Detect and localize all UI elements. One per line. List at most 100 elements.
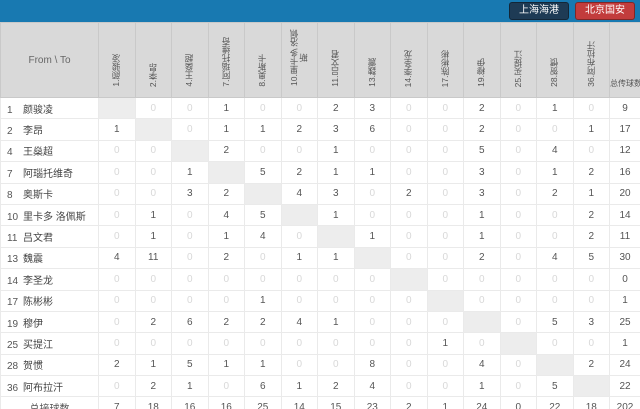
pass-count-cell: 1: [317, 139, 355, 163]
pass-count-cell: 0: [572, 332, 610, 355]
pass-count-cell: 8: [353, 353, 391, 377]
column-header-label: 19.穆伊: [476, 58, 486, 87]
pass-count-cell: 0: [536, 225, 574, 248]
pass-count-cell: 0: [426, 246, 464, 270]
pass-count-cell: 0: [171, 225, 209, 248]
pass-count-cell: 4: [98, 246, 136, 270]
pass-count-cell: 0: [353, 332, 391, 355]
column-total-cell: 16: [207, 396, 245, 409]
pass-count-cell: 0: [98, 289, 136, 312]
pass-count-cell: 1: [98, 118, 136, 141]
row-label: 4 王燊超: [0, 139, 99, 163]
pass-count-cell: 0: [390, 139, 428, 163]
pass-count-cell: 1: [463, 375, 501, 398]
pass-count-cell: 0: [536, 118, 574, 141]
row-label-number: 36: [7, 382, 19, 394]
pass-count-cell: 1: [572, 182, 610, 205]
pass-count-cell: 0: [317, 332, 355, 355]
pass-count-cell: 1: [572, 118, 610, 141]
pass-count-cell: 0: [572, 268, 610, 291]
pass-count-cell: 5: [536, 310, 574, 334]
pass-count-cell: 4: [207, 203, 245, 227]
column-total-cell: 22: [536, 396, 574, 409]
pass-count-cell: 0: [171, 268, 209, 291]
pass-count-cell: 1: [317, 310, 355, 334]
pass-count-cell: 0: [280, 332, 318, 355]
column-total-cell: 23: [353, 396, 391, 409]
table-row: 17 陈彬彬 0 0 0 0 1 0 0 0 0 0 0 0 0 1: [0, 289, 640, 312]
pass-count-cell: 2: [207, 182, 245, 205]
team-button-beijing-guoan[interactable]: 北京国安: [575, 2, 635, 20]
column-header: 2.李昂: [134, 22, 172, 98]
table-row: 2 李昂 1 0 1 1 2 3 6 0 0 2 0 0 1 17: [0, 118, 640, 141]
pass-count-cell: 0: [390, 96, 428, 120]
pass-count-cell: 0: [353, 289, 391, 312]
pass-count-cell: 1: [207, 118, 245, 141]
column-header: 4.王燊超: [171, 22, 209, 98]
table-row: 4 王燊超 0 0 2 0 0 1 0 0 0 5 0 4 0 12: [0, 139, 640, 163]
column-header-label: 2.李昂: [147, 62, 158, 87]
table-row: 28 贺惯 2 1 5 1 1 0 0 8 0 0 4 0 2 24: [0, 353, 640, 377]
pass-count-cell: 6: [244, 375, 282, 398]
pass-count-cell: 0: [463, 332, 501, 355]
row-label: 13 魏震: [0, 246, 99, 270]
pass-count-cell: 0: [499, 182, 537, 205]
pass-count-cell: 2: [317, 375, 355, 398]
pass-count-cell: 0: [134, 332, 172, 355]
column-header: 17.陈彬彬: [426, 22, 464, 98]
column-total-cell: 7: [98, 396, 136, 409]
pass-count-cell: 0: [98, 182, 136, 205]
row-label-number: 14: [7, 275, 19, 287]
row-label: 14 李圣龙: [0, 268, 99, 291]
pass-count-cell: 0: [98, 375, 136, 398]
row-total-cell: 14: [609, 203, 640, 227]
column-header: 19.穆伊: [463, 22, 501, 98]
pass-count-cell: 0: [426, 268, 464, 291]
row-label-name: 陈彬彬: [23, 297, 53, 309]
pass-count-cell: 0: [572, 96, 610, 120]
row-label: 8 奥斯卡: [0, 182, 99, 205]
pass-count-cell: [244, 182, 282, 205]
pass-count-cell: [426, 289, 464, 312]
pass-count-cell: 0: [317, 353, 355, 377]
pass-count-cell: 2: [98, 353, 136, 377]
pass-count-cell: 0: [390, 118, 428, 141]
pass-count-cell: 1: [353, 225, 391, 248]
row-label-name: 贺惯: [23, 361, 43, 373]
pass-count-cell: 0: [426, 203, 464, 227]
pass-count-cell: 4: [463, 353, 501, 377]
column-total-cell: 18: [134, 396, 172, 409]
table-row: 7 阿瑙托维奇 0 0 1 5 2 1 1 0 0 3 0 1 2 16: [0, 161, 640, 184]
pass-count-cell: [171, 139, 209, 163]
row-label-name: 魏震: [23, 254, 43, 266]
pass-count-cell: 0: [426, 161, 464, 184]
pass-count-cell: 0: [207, 268, 245, 291]
pass-count-cell: [134, 118, 172, 141]
column-total-cell: 16: [171, 396, 209, 409]
pass-count-cell: 0: [499, 203, 537, 227]
pass-count-cell: 1: [171, 161, 209, 184]
column-header: 11.吕文君: [317, 22, 355, 98]
pass-count-cell: 4: [244, 225, 282, 248]
pass-count-cell: [280, 203, 318, 227]
row-label-name: 里卡多 洛佩斯: [23, 211, 86, 223]
pass-count-cell: 0: [98, 225, 136, 248]
pass-count-cell: 5: [171, 353, 209, 377]
pass-count-cell: 1: [317, 161, 355, 184]
column-total-cell: 18: [572, 396, 610, 409]
pass-count-cell: 0: [244, 139, 282, 163]
pass-count-cell: 4: [353, 375, 391, 398]
column-header-label: 4.王燊超: [184, 54, 194, 87]
pass-count-cell: [207, 161, 245, 184]
pass-count-cell: 6: [171, 310, 209, 334]
pass-count-cell: 1: [244, 353, 282, 377]
pass-count-cell: 0: [171, 118, 209, 141]
pass-count-cell: 2: [572, 161, 610, 184]
pass-count-cell: 0: [171, 96, 209, 120]
column-header-label: 17.陈彬彬: [439, 49, 450, 87]
pass-count-cell: 0: [134, 161, 172, 184]
pass-count-cell: 1: [280, 375, 318, 398]
row-label-number: 13: [7, 254, 19, 266]
team-button-shanghai-port[interactable]: 上海海港: [509, 2, 569, 20]
pass-count-cell: 0: [171, 332, 209, 355]
